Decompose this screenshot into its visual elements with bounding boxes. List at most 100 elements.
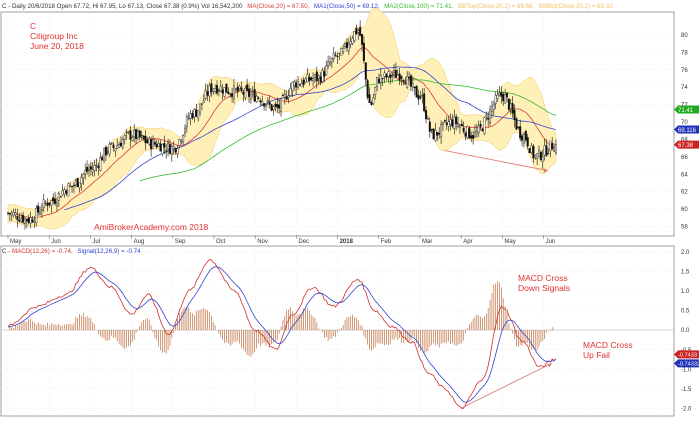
- price-y-tick-8: 64: [681, 172, 688, 178]
- candle: [313, 74, 316, 83]
- candle: [344, 42, 347, 49]
- candle: [76, 177, 79, 188]
- candle: [362, 35, 365, 64]
- candle: [87, 163, 90, 178]
- candle: [176, 144, 179, 158]
- svg-text:67.38: 67.38: [678, 143, 694, 149]
- candle: [295, 79, 298, 95]
- candle: [37, 202, 40, 216]
- candle: [304, 77, 307, 84]
- price-candles: [6, 20, 557, 230]
- candle: [315, 66, 318, 89]
- candle: [366, 78, 369, 101]
- candle: [398, 67, 401, 85]
- candle: [492, 100, 495, 116]
- candle: [502, 91, 505, 106]
- candle: [449, 113, 452, 131]
- candle: [385, 73, 388, 81]
- candle: [432, 128, 435, 140]
- candle: [95, 158, 98, 172]
- candle: [524, 129, 527, 143]
- price-badge-0: 71.41: [674, 105, 699, 114]
- candle: [197, 110, 200, 122]
- candle: [522, 132, 525, 148]
- candle: [93, 159, 96, 177]
- candle: [63, 187, 66, 198]
- candle: [413, 86, 416, 96]
- macd-y-tick-1: 1.5: [681, 270, 690, 276]
- candle: [361, 33, 364, 52]
- candle: [447, 115, 450, 132]
- annotation-symbol: C: [30, 21, 36, 31]
- candle: [289, 82, 292, 97]
- candle: [89, 161, 92, 176]
- candle: [148, 136, 151, 146]
- candle: [65, 188, 68, 196]
- price-y-tick-9: 62: [681, 190, 688, 196]
- candle: [151, 135, 154, 149]
- candle: [182, 134, 185, 145]
- candle: [229, 93, 232, 98]
- candle: [298, 83, 301, 87]
- macd-y-tick-0: 2.0: [681, 250, 690, 256]
- svg-text:71.41: 71.41: [678, 108, 694, 114]
- candle: [383, 69, 386, 83]
- candle: [281, 93, 284, 97]
- price-y-axis: 807876747270686664626058: [681, 33, 688, 231]
- candle: [291, 81, 294, 98]
- candle: [86, 160, 89, 175]
- candle: [165, 144, 168, 159]
- candle: [430, 128, 433, 134]
- candle: [246, 78, 249, 92]
- candle: [551, 137, 554, 150]
- candle: [69, 182, 72, 188]
- candle: [6, 211, 9, 216]
- candle: [327, 55, 330, 70]
- price-x-axis: May Jun Jul Aug Sep Oct Nov Dec 2018 Feb Mar Apr May…: [7, 235, 556, 245]
- candle: [153, 138, 156, 147]
- bbtop-header: BBTop(Close,20,2) = 69.68,: [458, 3, 534, 10]
- candle: [266, 97, 269, 106]
- candle: [302, 77, 305, 88]
- candle: [244, 85, 247, 101]
- candle: [257, 96, 260, 100]
- candle: [528, 148, 531, 154]
- candle: [242, 89, 245, 102]
- price-y-tick-3: 74: [681, 85, 688, 91]
- ma-line-1: [64, 66, 557, 211]
- candle: [251, 86, 254, 98]
- price-x-tick-13: Jun: [546, 239, 556, 245]
- candle: [419, 90, 422, 100]
- price-y-tick-6: 68: [681, 137, 688, 143]
- candle: [445, 116, 448, 131]
- candle: [543, 138, 546, 161]
- candle: [104, 145, 107, 161]
- price-y-tick-11: 58: [681, 224, 688, 230]
- price-x-tick-5: Oct: [216, 239, 226, 245]
- candle: [54, 191, 57, 206]
- price-badge-1: 69.116: [674, 125, 699, 134]
- candle: [489, 105, 492, 126]
- candle: [127, 131, 130, 135]
- candle: [553, 143, 556, 152]
- price-x-tick-9: Feb: [381, 239, 392, 245]
- candle: [283, 89, 286, 105]
- candle: [549, 140, 552, 158]
- candle: [57, 191, 60, 207]
- candle: [225, 83, 228, 93]
- candle: [268, 95, 271, 109]
- svg-text:-0.7433: -0.7433: [678, 353, 697, 359]
- candle: [136, 128, 139, 141]
- candle: [393, 64, 396, 79]
- candle: [276, 97, 279, 114]
- candle: [443, 119, 446, 124]
- candle: [185, 113, 188, 133]
- candle: [174, 147, 177, 155]
- candle: [506, 92, 509, 103]
- candle: [33, 216, 36, 228]
- annotation-company: Citigroup Inc: [30, 31, 78, 41]
- candle: [455, 113, 458, 131]
- candle: [296, 75, 299, 90]
- candle: [507, 98, 510, 112]
